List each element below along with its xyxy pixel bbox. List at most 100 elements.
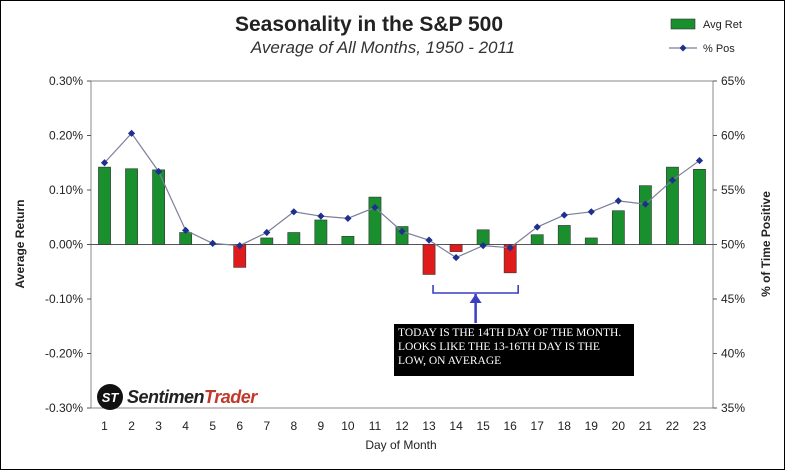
line-point xyxy=(263,228,271,237)
bracket-line xyxy=(432,285,519,294)
y2-tick-label: 60% xyxy=(721,129,745,143)
chart-subtitle: Average of All Months, 1950 - 2011 xyxy=(250,38,515,57)
logo-text-part2: Trader xyxy=(204,386,257,407)
y-axis-title: Average Return xyxy=(13,200,27,289)
bar xyxy=(557,225,571,245)
line-point xyxy=(317,212,325,220)
line-point xyxy=(641,200,649,208)
sentimentrader-logo: ST SentimenTrader xyxy=(97,384,257,410)
line-point xyxy=(560,211,568,219)
bar xyxy=(666,166,679,245)
x-tick-label: 8 xyxy=(290,419,297,433)
logo-text-part1: Sentimen xyxy=(127,386,205,407)
up-arrow-icon xyxy=(469,294,482,303)
y2-tick-label: 65% xyxy=(721,74,745,88)
line-point xyxy=(100,159,109,167)
x-tick-label: 20 xyxy=(612,419,626,433)
y-tick-label: -0.20% xyxy=(45,347,83,361)
y-tick-label: -0.10% xyxy=(45,292,83,306)
annotation-callout: TODAY IS THE 14TH DAY OF THE MONTH. LOOK… xyxy=(394,324,634,376)
x-tick-label: 4 xyxy=(182,419,189,433)
x-tick-label: 7 xyxy=(263,419,270,433)
legend-swatch-bar xyxy=(670,18,696,30)
line-point xyxy=(209,239,217,248)
x-tick-label: 16 xyxy=(503,419,517,433)
line-point xyxy=(398,227,406,236)
bar xyxy=(125,168,138,245)
bar xyxy=(179,232,193,245)
line-point xyxy=(506,244,514,252)
x-axis: 1 2 3 4 5 6 7 8 9 10 11 12 13 14 15 16 17 18 19 20 21 22 23 xyxy=(101,419,706,433)
x-tick-label: 23 xyxy=(693,419,707,433)
bar xyxy=(611,210,625,245)
x-tick-label: 9 xyxy=(318,419,325,433)
line-point xyxy=(290,208,298,216)
x-tick-label: 10 xyxy=(341,419,355,433)
line-point xyxy=(182,226,190,234)
line-series xyxy=(100,129,704,262)
line-point xyxy=(344,214,352,222)
x-tick-label: 5 xyxy=(209,419,216,433)
y2-axis-title: % of Time Positive xyxy=(759,191,773,297)
bar xyxy=(341,236,355,245)
bar xyxy=(287,232,301,245)
x-tick-label: 1 xyxy=(101,419,108,433)
x-tick-label: 3 xyxy=(155,419,162,433)
line-point xyxy=(587,208,595,216)
x-tick-label: 2 xyxy=(128,419,135,433)
x-tick-label: 15 xyxy=(476,419,490,433)
x-tick-label: 12 xyxy=(395,419,409,433)
x-tick-label: 14 xyxy=(449,419,463,433)
y-tick-label: -0.30% xyxy=(45,401,83,415)
bar xyxy=(530,234,544,245)
bar xyxy=(639,185,652,245)
y-tick-label: 0.20% xyxy=(49,129,83,143)
y2-tick-label: 45% xyxy=(721,292,745,306)
line-point xyxy=(695,156,704,165)
bar xyxy=(98,166,111,245)
line-point xyxy=(479,241,487,250)
chart-title: Seasonality in the S&P 500 xyxy=(235,13,503,36)
y-axis-right: 35% 40% 45% 50% 55% 60% 65% xyxy=(713,74,745,415)
line-point xyxy=(371,203,379,212)
legend-marker xyxy=(679,44,687,52)
x-tick-label: 11 xyxy=(369,419,382,433)
x-tick-label: 6 xyxy=(236,419,243,433)
y2-tick-label: 55% xyxy=(721,183,745,197)
logo-text: SentimenTrader xyxy=(127,387,257,408)
logo-mark-icon: ST xyxy=(97,384,123,410)
x-tick-label: 21 xyxy=(639,419,653,433)
bar xyxy=(422,244,436,275)
line-point xyxy=(155,167,163,176)
line-point xyxy=(236,241,244,250)
y2-tick-label: 40% xyxy=(721,347,745,361)
bar xyxy=(693,168,706,245)
annotation-bracket xyxy=(432,285,519,323)
x-tick-label: 13 xyxy=(422,419,436,433)
legend-label-avg-ret: Avg Ret xyxy=(703,19,742,31)
y2-tick-label: 35% xyxy=(721,401,745,415)
bar xyxy=(260,237,274,245)
bar xyxy=(449,244,463,252)
y-axis-left: -0.30% -0.20% -0.10% 0.00% 0.10% 0.20% 0.30% xyxy=(45,74,91,415)
bar xyxy=(314,219,328,245)
y-tick-label: 0.00% xyxy=(49,238,83,252)
x-tick-label: 22 xyxy=(666,419,680,433)
bar-series xyxy=(98,166,706,275)
line-point xyxy=(614,197,622,205)
x-tick-label: 19 xyxy=(585,419,599,433)
y-tick-label: 0.10% xyxy=(49,183,83,197)
line-point xyxy=(127,129,136,137)
x-tick-label: 17 xyxy=(531,419,545,433)
y2-tick-label: 50% xyxy=(721,238,745,252)
line-point xyxy=(668,176,677,184)
x-tick-label: 18 xyxy=(558,419,572,433)
y-tick-label: 0.30% xyxy=(49,74,83,88)
line-point xyxy=(425,236,433,244)
x-axis-title: Day of Month xyxy=(365,438,436,452)
legend: Avg Ret % Pos xyxy=(669,18,742,55)
line-point xyxy=(452,253,460,262)
legend-label-pct-pos: % Pos xyxy=(703,43,735,55)
line-point xyxy=(533,223,541,231)
